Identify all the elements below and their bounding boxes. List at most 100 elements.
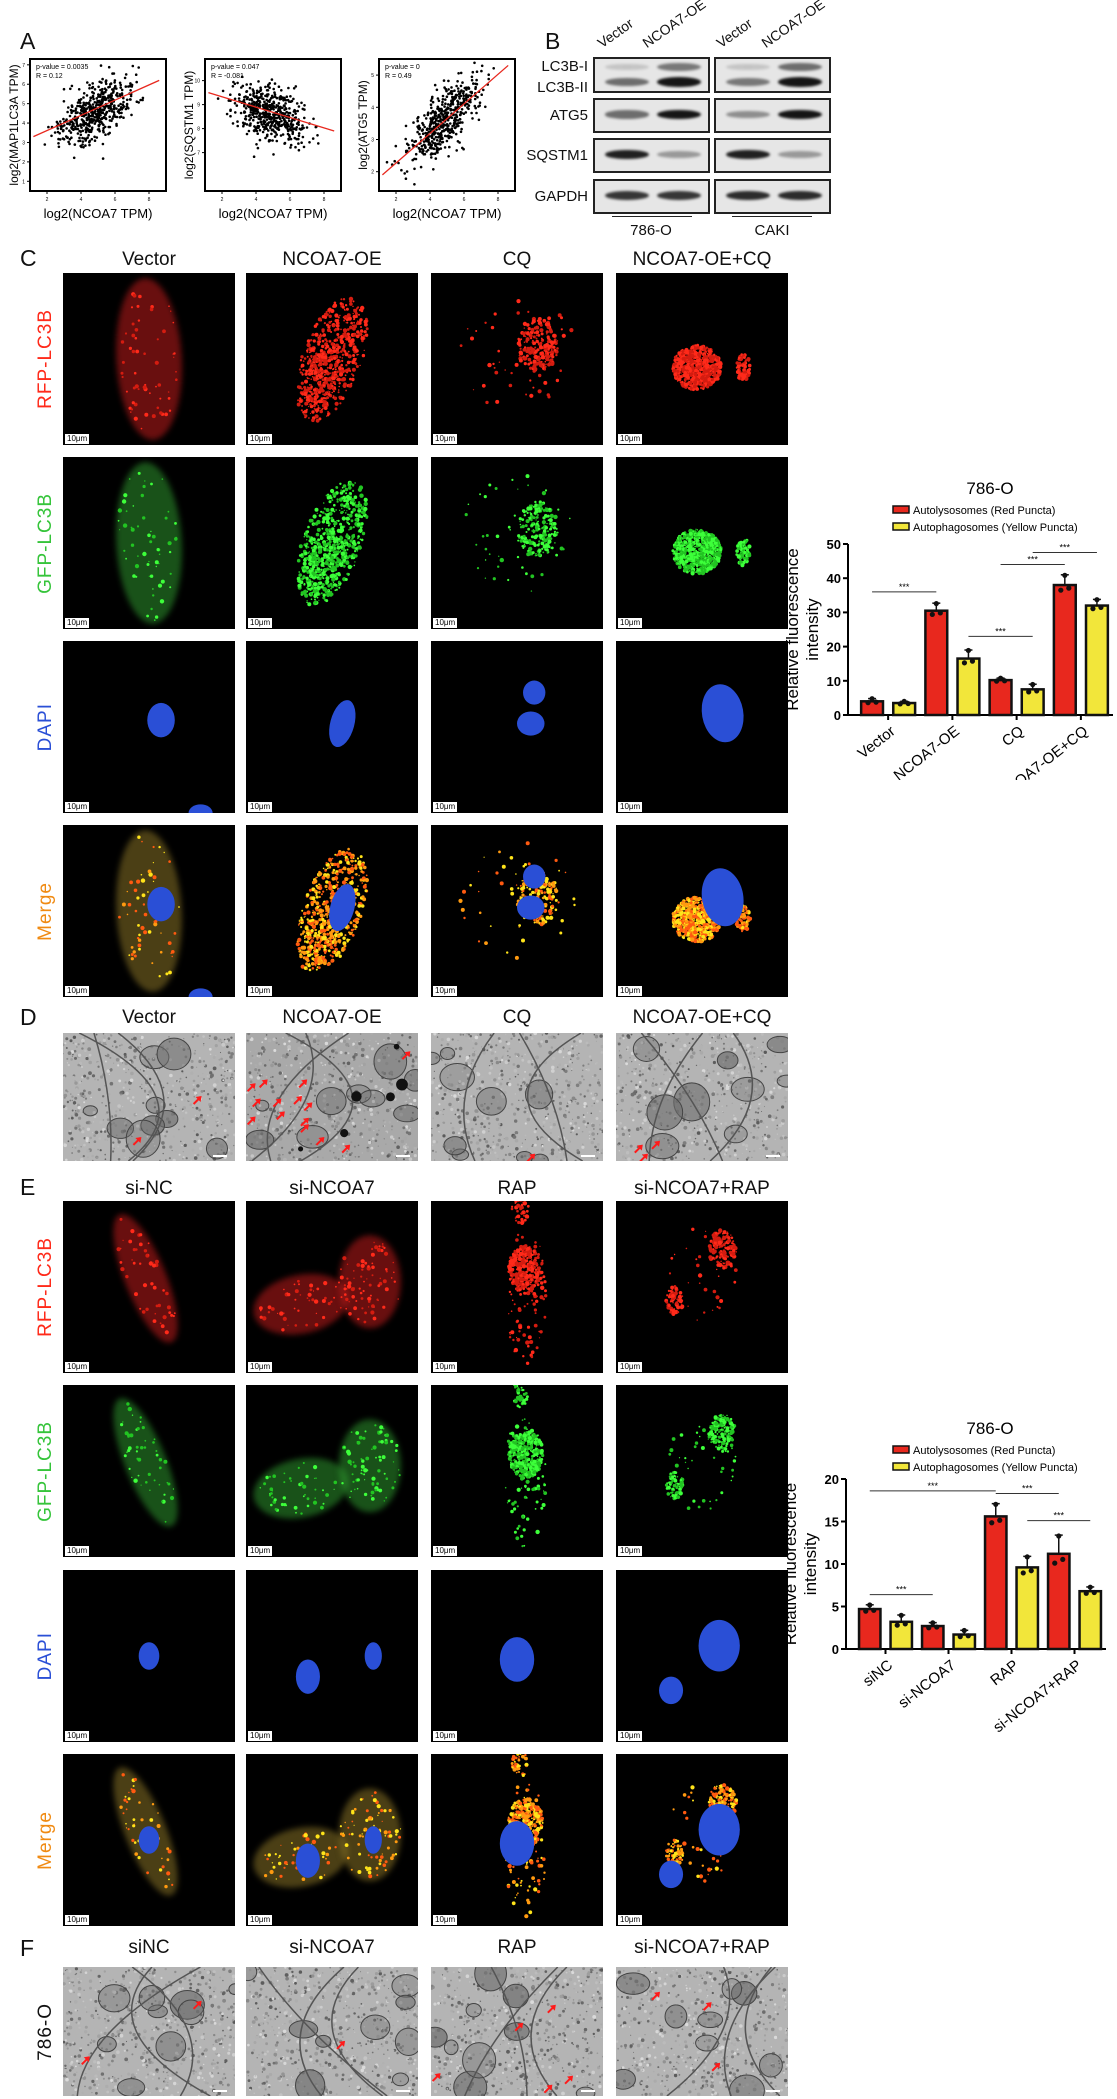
scatter-point [268,117,271,121]
punctum [152,594,155,597]
punctum [677,377,682,382]
scatter-point [69,108,73,112]
punctum [335,563,340,568]
punctum [318,340,321,344]
scatter-point [288,107,291,110]
scatter-point [281,111,285,115]
punctum [355,362,357,364]
punctum [335,323,340,328]
punctum [147,533,151,538]
scatter-point [430,146,433,149]
scatter-point [82,103,86,106]
punctum [690,345,695,350]
punctum [305,544,308,548]
scatter-point [290,126,293,129]
punctum [353,495,358,499]
scatter-point [262,111,265,115]
punctum [339,491,344,495]
punctum [348,513,353,518]
scatter-point [70,84,74,88]
punctum [306,571,310,574]
punctum [307,546,310,548]
punctum [342,344,346,347]
punctum [684,383,686,386]
punctum [340,298,343,301]
punctum [537,553,541,557]
punctum [532,529,536,533]
scatter-point [249,93,252,96]
punctum [297,583,302,588]
p-value-text: p-value = 0.0035 [36,64,88,71]
punctum [681,380,684,384]
scatter-point [455,115,459,118]
punctum [331,376,335,381]
scatter-point [317,142,320,145]
scatter-point [456,100,460,104]
scatter-point [445,139,449,143]
punctum [747,363,752,368]
punctum [340,496,343,499]
punctum [305,530,308,533]
scatter-point [285,110,288,114]
punctum [337,558,342,563]
punctum [689,532,692,535]
scatter-point [250,102,254,105]
punctum [299,399,303,403]
scatter-point [461,121,464,124]
punctum [319,333,322,336]
punctum [333,301,337,305]
punctum [683,359,687,363]
scatter-point [476,95,479,99]
punctum [319,409,323,414]
blot-band [778,150,822,159]
punctum [337,362,340,364]
punctum [738,359,740,361]
punctum [464,513,468,517]
punctum [356,320,359,323]
punctum [684,365,689,370]
punctum [545,363,547,365]
punctum [300,363,305,368]
punctum [547,519,550,521]
punctum [684,545,686,547]
punctum [329,565,332,568]
scatter-point [78,104,82,108]
punctum [542,535,544,537]
punctum [317,342,321,346]
punctum [305,576,309,580]
punctum [488,483,492,487]
scatter-point [441,103,444,106]
punctum [322,393,324,395]
panel-label-f: F [20,1935,35,1961]
punctum [340,378,345,382]
punctum [348,339,352,343]
punctum [130,411,132,413]
punctum [535,334,538,337]
punctum [345,321,348,324]
punctum [702,370,704,372]
punctum [526,323,530,327]
punctum [349,539,353,543]
punctum [532,541,536,546]
punctum [330,507,335,512]
punctum [334,327,338,331]
punctum [538,549,542,553]
scatter-point [233,97,237,101]
scatter-point [289,95,292,98]
punctum [320,592,323,595]
punctum [336,500,339,503]
punctum [678,544,682,548]
y-tick-label: 1 [22,179,25,185]
scatter-point [430,106,433,110]
scatter-point [90,117,93,121]
scatter-point [258,99,261,103]
blot-band [605,190,649,201]
scatter-point [431,109,435,113]
punctum [333,344,336,347]
punctum [693,361,696,364]
punctum [363,334,366,338]
scatter-point [258,113,262,117]
scatter-point [261,130,265,134]
x-axis-label: log2(NCOA7 TPM) [393,206,502,221]
punctum [550,361,555,366]
